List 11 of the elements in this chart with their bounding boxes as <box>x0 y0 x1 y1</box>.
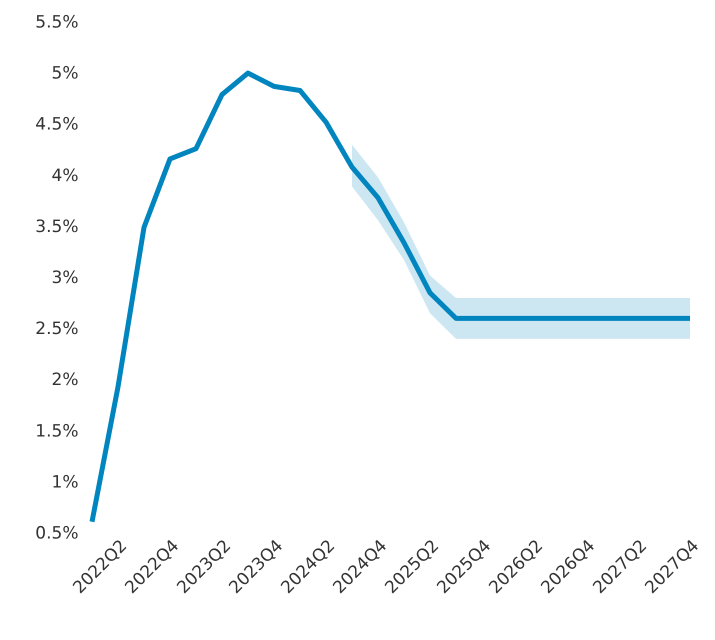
y-tick-label: 5% <box>52 64 78 84</box>
y-tick-label: 2.5% <box>35 319 78 340</box>
y-tick-label: 3% <box>52 268 78 288</box>
y-tick-label: 3.5% <box>35 216 78 237</box>
y-tick-label: 1.5% <box>35 421 78 442</box>
y-tick-label: 4.5% <box>35 114 78 135</box>
y-tick-label: 0.5% <box>35 524 78 544</box>
y-tick-label: 5.5% <box>35 12 78 32</box>
y-tick-label: 4% <box>52 166 78 186</box>
y-tick-label: 1% <box>52 472 78 492</box>
y-tick-label: 2% <box>52 370 78 390</box>
